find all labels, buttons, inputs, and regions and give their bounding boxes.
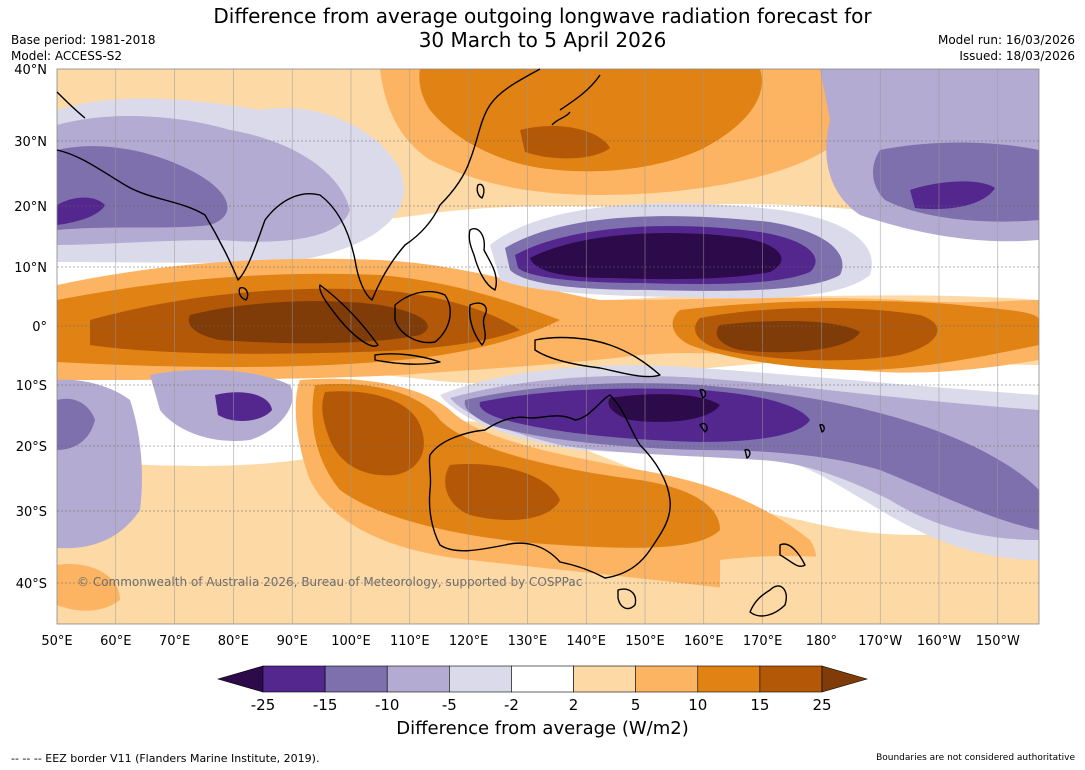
lon-label: 130°E [508,634,548,649]
colorbar-swatch [511,665,574,693]
coastline-philippines [468,228,497,291]
lat-label: 40°S [16,577,47,592]
issued-date: Issued: 18/03/2026 [959,49,1075,63]
title-line-1: Difference from average outgoing longwav… [213,4,872,28]
colorbar: -25 -15 -10 -5 -2 2 5 10 15 25 [216,665,869,714]
lon-label: 150°W [976,634,1020,649]
anomaly-purple-sw-indian-strong [57,398,95,450]
model-name: Model: ACCESS-S2 [11,49,123,63]
anomaly-purple-ne-pacific-deep [910,181,995,210]
lon-label: 60°E [100,634,131,649]
colorbar-swatch [635,665,699,693]
lon-label: 170°W [858,634,902,649]
colorbar-swatch [262,665,326,693]
coastline-arabia [56,91,86,119]
colorbar-swatch [449,665,512,693]
map-frame [56,68,1040,625]
coastline-sri-lanka [238,287,249,301]
anomaly-orange-australia-inland [445,464,560,520]
colorbar-tick-label: 10 [688,696,707,714]
lat-label: 30°N [14,135,47,150]
lon-label: 170°E [743,634,783,649]
anomaly-field [57,69,1039,624]
lat-label: 40°N [14,63,47,78]
coastline-australia [428,394,671,579]
base-period: Base period: 1981-2018 [11,33,156,47]
anomaly-orange-australia-strong [322,391,424,476]
colorbar-tick-label: -5 [442,696,457,714]
lat-label: 20°N [14,200,47,215]
anomaly-orange-sw-patch [57,564,120,611]
colorbar-tick-label: -10 [375,696,400,714]
lon-label: 120°E [449,634,489,649]
coastlines [56,68,825,617]
anomaly-orange-north-strong [419,69,762,172]
latitude-labels: 40°N 30°N 20°N 10°N 0° 10°S 20°S 30°S 40°S [14,63,47,592]
title-line-2: 30 March to 5 April 2026 [418,28,667,52]
anomaly-purple-south-pacific-core [608,394,720,422]
lon-label: 50°E [41,634,72,649]
coastline-new-guinea [534,336,661,378]
colorbar-extend-max [821,665,869,693]
coastline-sumatra [319,284,379,347]
colorbar-tick-label: -15 [313,696,338,714]
colorbar-title: Difference from average (W/m2) [396,718,689,739]
coastline-sulawesi [468,302,487,346]
boundaries-note: Boundaries are not considered authoritat… [876,753,1075,763]
coastline-java [374,353,441,365]
anomaly-orange-central-pacific-core [716,320,860,353]
anomaly-orange-north-core [520,126,610,159]
colorbar-swatch [759,665,823,693]
coastline-japan [551,74,601,126]
coastline-borneo [394,290,451,344]
colorbar-tick-label: 5 [631,696,641,714]
coastline-new-zealand [749,543,806,617]
lon-label: 90°E [277,634,308,649]
lat-label: 20°S [16,440,47,455]
lon-label: 180° [806,634,837,649]
anomaly-purple-asia-deep [57,197,105,225]
anomaly-purple-nw-pacific-core [530,232,782,280]
lon-label: 80°E [218,634,249,649]
copyright-text: © Commonwealth of Australia 2026, Bureau… [77,575,582,589]
colorbar-tick-label: 15 [750,696,769,714]
lon-label: 70°E [159,634,190,649]
graticule [57,69,1039,624]
anomaly-orange-se-pacific [720,555,1039,624]
lon-label: 100°E [331,634,371,649]
lon-label: 140°E [566,634,606,649]
colorbar-tick-label: -25 [251,696,276,714]
coastline-tasmania [617,588,637,610]
lat-label: 10°N [14,261,47,276]
coastline-pacific-islands [699,388,825,459]
coastline-mainland-asia [56,68,541,301]
lat-label: 10°S [16,379,47,394]
longitude-labels: 50°E 60°E 70°E 80°E 90°E 100°E 110°E 120°E 130°E… [41,634,1020,649]
lat-label: 0° [32,320,47,335]
colorbar-swatch [386,665,450,693]
chart-title: Difference from average outgoing longwav… [0,4,1085,52]
eez-note: -- -- -- EEZ border V11 (Flanders Marine… [11,752,320,765]
meta-left: Base period: 1981-2018 Model: ACCESS-S2 [11,32,156,64]
meta-right: Model run: 16/03/2026 Issued: 18/03/2026 [938,32,1075,64]
lon-label: 160°W [917,634,961,649]
lon-label: 160°E [684,634,724,649]
lon-label: 150°E [625,634,665,649]
coastline-taiwan [476,183,485,199]
lon-label: 110°E [390,634,430,649]
model-run: Model run: 16/03/2026 [937,33,1075,47]
colorbar-extend-min [216,665,264,693]
colorbar-tick-label: 2 [569,696,579,714]
colorbar-tick-label: 25 [812,696,831,714]
lat-label: 30°S [16,505,47,520]
colorbar-swatch [573,665,636,693]
colorbar-swatch [324,665,388,693]
anomaly-purple-s-indian-strong [215,392,272,422]
colorbar-swatch [697,665,761,693]
colorbar-tick-label: -2 [504,696,519,714]
